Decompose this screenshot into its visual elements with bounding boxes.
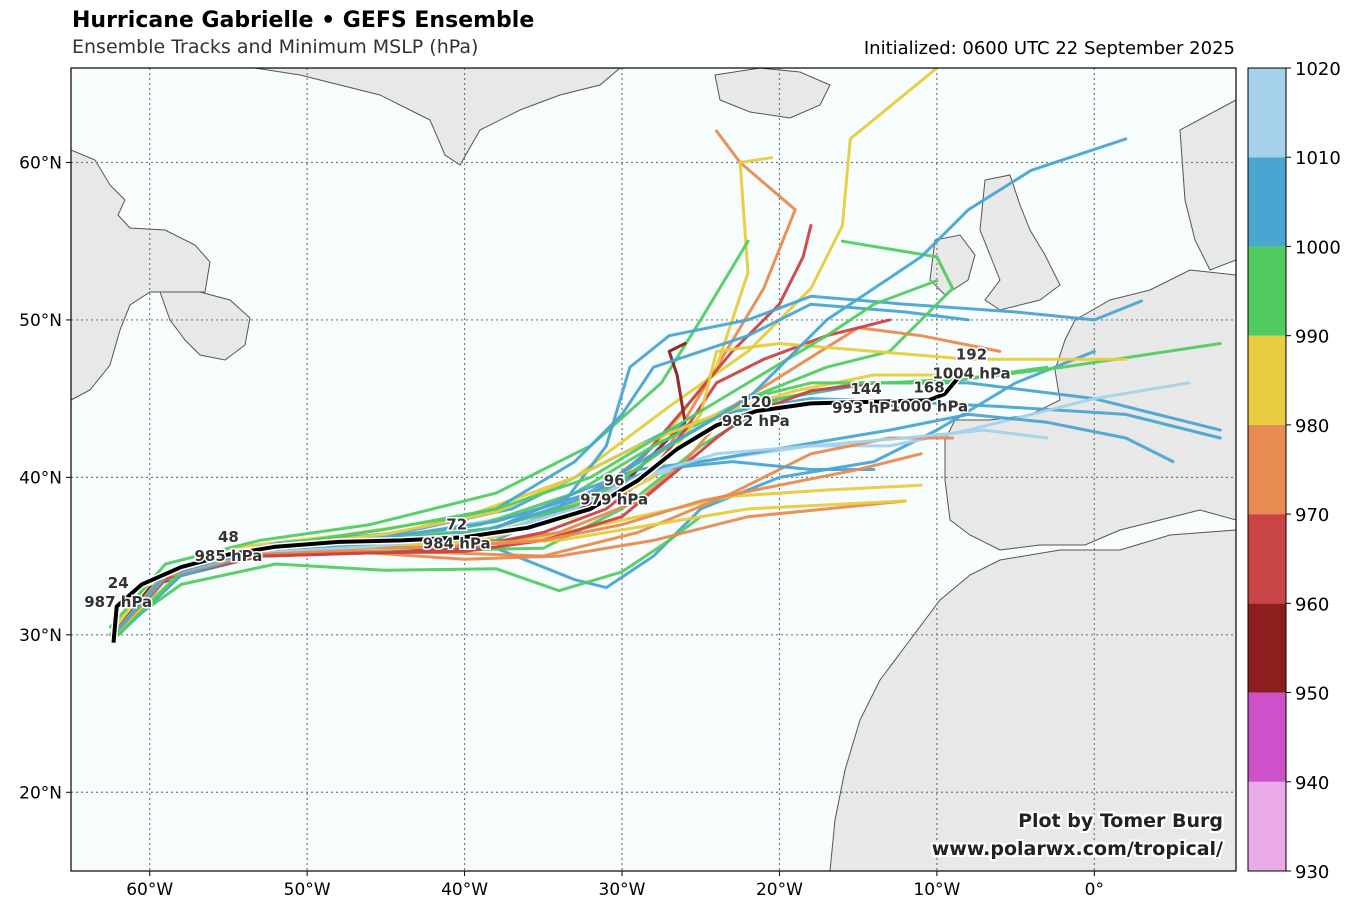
colorbar: 930 940 950 960 970 980 990 1000 1010 1020 xyxy=(1247,59,1341,883)
label-hour: 48 xyxy=(218,528,239,546)
label-hour: 24 xyxy=(108,574,129,592)
land-ireland xyxy=(929,234,976,296)
map-frame xyxy=(70,67,1237,872)
tick-label-lat: 20°N xyxy=(19,783,62,803)
credit-line2: www.polarwx.com/tropical/ xyxy=(931,838,1223,860)
colorbar-frame xyxy=(1247,67,1287,872)
label-pressure: 1000 hPa xyxy=(890,398,968,416)
member-track-11 xyxy=(108,515,703,637)
label-pressure: 979 hPa xyxy=(580,491,648,509)
colorbar-segment xyxy=(1248,335,1286,425)
label-hour: 144 xyxy=(850,380,881,398)
chart-title: Hurricane Gabrielle • GEFS Ensemble xyxy=(72,8,535,33)
credit-line1: Plot by Tomer Burg xyxy=(1018,810,1223,832)
land-newfoundland xyxy=(159,291,251,361)
label-hour: 192 xyxy=(956,346,987,364)
label-pressure: 985 hPa xyxy=(194,547,262,565)
colorbar-segment xyxy=(1248,781,1286,871)
colorbar-segment xyxy=(1248,157,1286,247)
tick-label-lon: 60°W xyxy=(126,880,173,900)
tick-label-lon: 20°W xyxy=(756,880,803,900)
axis-ticks: 60°W 50°W 40°W 30°W 20°W 10°W 0° 60°N 50°N 40°N 30… xyxy=(19,153,1104,900)
colorbar-label: 940 xyxy=(1295,773,1329,794)
colorbar-segment xyxy=(1248,424,1286,515)
chart-subtitle: Ensemble Tracks and Minimum MSLP (hPa) xyxy=(72,36,479,58)
tick-label-lon: 0° xyxy=(1085,880,1104,900)
colorbar-segment xyxy=(1248,246,1286,336)
member-track-5 xyxy=(108,239,750,629)
colorbar-label: 930 xyxy=(1295,862,1329,883)
tick-label-lat: 60°N xyxy=(19,153,62,173)
land-greenland xyxy=(254,68,621,166)
label-pressure: 987 hPa xyxy=(84,593,152,611)
colorbar-segment xyxy=(1248,514,1286,604)
colorbar-label: 1000 xyxy=(1295,237,1341,258)
label-hour: 120 xyxy=(740,393,771,411)
land-scandinavia xyxy=(1179,99,1236,271)
label-hour: 168 xyxy=(913,379,944,397)
colorbar-label: 950 xyxy=(1295,684,1329,705)
label-pressure: 993 hPa xyxy=(832,399,900,417)
land-great-britain xyxy=(979,174,1061,311)
tick-label-lon: 10°W xyxy=(913,880,960,900)
colorbar-label: 960 xyxy=(1295,594,1329,615)
tick-label-lon: 30°W xyxy=(599,880,646,900)
label-hour: 72 xyxy=(446,516,467,534)
land-north-america xyxy=(71,149,211,401)
tick-label-lon: 50°W xyxy=(284,880,331,900)
land-africa xyxy=(829,529,1236,871)
colorbar-label: 1010 xyxy=(1295,148,1341,169)
label-pressure: 984 hPa xyxy=(423,535,491,553)
label-hour: 96 xyxy=(604,472,625,490)
tick-label-lat: 50°N xyxy=(19,311,62,331)
member-track-1 xyxy=(108,68,939,637)
label-pressure: 982 hPa xyxy=(722,412,790,430)
init-time: Initialized: 0600 UTC 22 September 2025 xyxy=(863,38,1235,59)
mean-track-line xyxy=(111,373,963,643)
colorbar-segment xyxy=(1248,603,1286,693)
tick-label-lat: 40°N xyxy=(19,468,62,488)
tick-label-lon: 40°W xyxy=(441,880,488,900)
colorbar-segment xyxy=(1248,68,1286,158)
colorbar-label: 970 xyxy=(1295,505,1329,526)
colorbar-label: 1020 xyxy=(1295,59,1341,80)
colorbar-label: 990 xyxy=(1295,327,1329,348)
colorbar-label: 980 xyxy=(1295,416,1329,437)
ensemble-mean-track xyxy=(110,372,964,644)
land-iceland xyxy=(714,68,831,119)
gridlines xyxy=(71,68,1236,871)
tick-label-lat: 30°N xyxy=(19,626,62,646)
label-pressure: 1004 hPa xyxy=(932,365,1010,383)
colorbar-segment xyxy=(1248,692,1286,782)
land-masses xyxy=(71,68,1236,871)
